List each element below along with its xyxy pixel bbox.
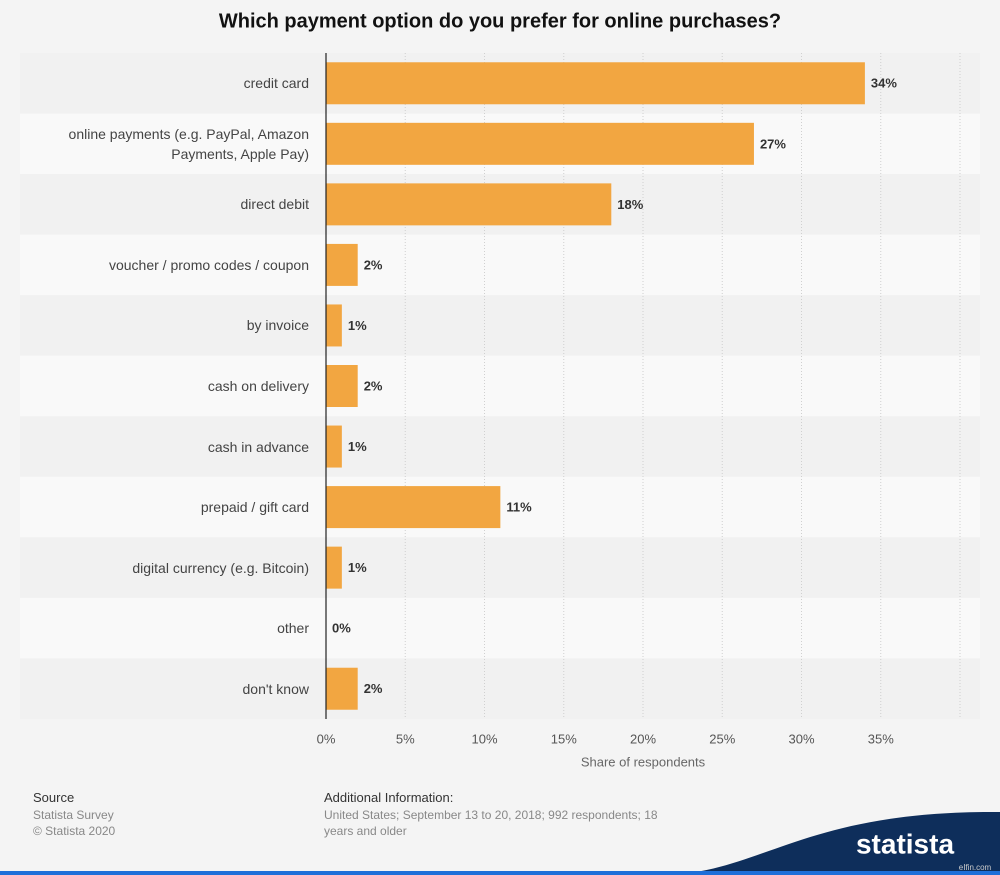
footer-stripe: [0, 871, 1000, 875]
bar: [326, 183, 612, 226]
x-tick-label: 20%: [630, 731, 656, 746]
bar: [326, 486, 501, 529]
bar: [326, 62, 865, 105]
watermark: eIfin.com: [959, 863, 992, 872]
category-label: cash in advance: [207, 438, 309, 455]
source-line: © Statista 2020: [33, 824, 116, 838]
x-tick-label: 35%: [868, 731, 894, 746]
value-label: 0%: [332, 621, 351, 636]
value-label: 2%: [364, 257, 383, 272]
category-label: other: [277, 620, 309, 637]
value-label: 34%: [871, 76, 897, 91]
value-label: 1%: [348, 560, 367, 575]
bar: [326, 546, 342, 589]
row-band: [20, 597, 980, 659]
x-tick-label: 15%: [551, 731, 577, 746]
bar: [326, 667, 358, 710]
value-label: 18%: [617, 197, 643, 212]
bar: [326, 243, 358, 286]
value-label: 2%: [364, 681, 383, 696]
x-tick-label: 30%: [788, 731, 814, 746]
bar: [326, 122, 754, 165]
bar: [326, 365, 358, 407]
x-tick-label: 10%: [471, 731, 497, 746]
x-tick-label: 0%: [317, 731, 336, 746]
source-line: Statista Survey: [33, 808, 114, 822]
bar: [326, 304, 342, 347]
value-label: 27%: [760, 136, 786, 151]
source-title: Source: [33, 790, 75, 805]
logo: statista: [856, 828, 954, 859]
chart-title: Which payment option do you prefer for o…: [219, 10, 781, 32]
x-tick-label: 5%: [396, 731, 415, 746]
row-band: [20, 658, 980, 719]
info-text: United States; September 13 to 20, 2018;…: [324, 808, 658, 838]
category-label: by invoice: [246, 317, 309, 334]
category-label: cash on delivery: [207, 378, 309, 394]
category-label: don't know: [242, 680, 310, 697]
category-label: digital currency (e.g. Bitcoin): [132, 559, 309, 576]
value-label: 11%: [506, 500, 532, 515]
x-axis-title: Share of respondents: [581, 754, 706, 769]
category-label: voucher / promo codes / coupon: [108, 256, 309, 273]
category-label: direct debit: [240, 196, 309, 213]
value-label: 1%: [348, 439, 367, 454]
row-band: [20, 537, 980, 598]
category-label: online payments (e.g. PayPal, Amazon Pay…: [68, 125, 309, 162]
row-band: [20, 295, 980, 356]
value-label: 1%: [348, 318, 367, 333]
row-band: [20, 355, 980, 417]
footer-wave: [660, 811, 1000, 875]
category-label: credit card: [243, 75, 309, 92]
row-band: [20, 234, 980, 296]
category-label: prepaid / gift card: [200, 499, 309, 516]
row-band: [20, 416, 980, 477]
value-label: 2%: [364, 378, 383, 393]
x-tick-label: 25%: [709, 731, 735, 746]
info-title: Additional Information:: [324, 790, 454, 805]
bar: [326, 425, 342, 468]
